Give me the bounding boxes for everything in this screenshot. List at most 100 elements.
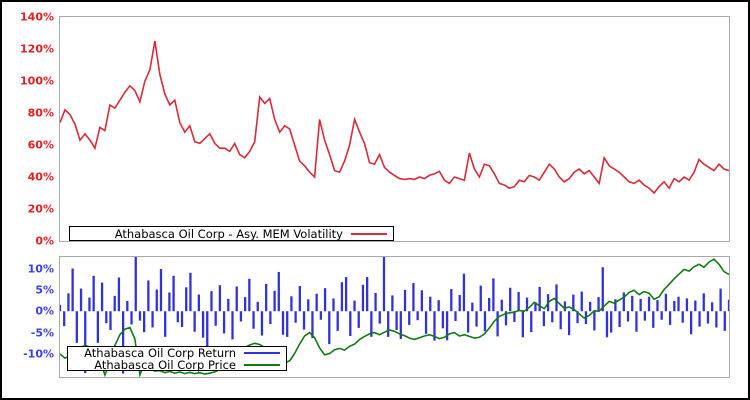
return-bar: [84, 311, 87, 374]
return-bar: [357, 311, 360, 328]
legend-row-price: Athabasca Oil Corp Price: [68, 359, 286, 371]
return-bar: [260, 311, 264, 336]
return-bar: [631, 295, 634, 312]
return-bar: [164, 311, 167, 337]
return-bar: [126, 300, 129, 312]
return-bar: [399, 311, 402, 339]
y-tick-label: 100%: [20, 74, 54, 88]
return-bar: [445, 311, 449, 341]
return-bar: [610, 311, 613, 333]
return-bar: [269, 311, 272, 325]
return-bar: [437, 300, 440, 312]
return-bar: [458, 295, 461, 312]
return-bar: [475, 311, 478, 327]
return-bar: [525, 297, 529, 312]
return-bar: [567, 311, 571, 336]
volatility-legend-line-sample: [351, 232, 387, 235]
return-bar: [412, 283, 415, 312]
y-tick-label: 80%: [27, 106, 54, 120]
return-bar: [715, 311, 718, 328]
return-bar: [424, 311, 428, 334]
return-bar: [673, 300, 676, 312]
return-bar: [117, 277, 121, 312]
return-bar: [290, 296, 293, 312]
return-bar: [353, 300, 356, 312]
return-bar: [79, 288, 83, 312]
y-tick-label: 0%: [35, 234, 54, 248]
return-bar: [534, 302, 537, 312]
return-bar: [563, 301, 567, 312]
return-bar: [252, 311, 255, 329]
return-bar: [214, 311, 217, 326]
return-bar: [601, 267, 604, 312]
return-bar: [509, 287, 512, 312]
return-bar: [323, 288, 327, 312]
return-bar: [75, 311, 78, 343]
return-bar: [626, 311, 630, 322]
return-bar: [639, 298, 642, 312]
return-bar: [572, 294, 575, 312]
return-bar: [589, 301, 592, 312]
return-bar: [517, 292, 520, 312]
y-tick-label: 10%: [27, 262, 54, 276]
return-bar: [382, 257, 386, 312]
return-bar: [227, 298, 230, 312]
return-bar: [307, 299, 310, 312]
return-bar: [130, 311, 133, 325]
return-bar: [391, 295, 394, 312]
return-bar: [366, 277, 369, 312]
return-bar: [180, 311, 184, 328]
return-bar: [513, 311, 516, 322]
return-bar: [185, 287, 188, 312]
return-bar: [723, 311, 726, 331]
return-legend-label: Athabasca Oil Corp Return: [84, 345, 236, 360]
y-tick-label: 40%: [27, 170, 54, 184]
return-bar: [361, 284, 365, 312]
y-tick-label: -5%: [30, 326, 54, 340]
return-bar: [235, 286, 238, 312]
return-bar: [689, 311, 693, 335]
volatility-legend-label: Athabasca Oil Corp - Asy. MEM Volatility: [114, 226, 343, 241]
return-bar: [189, 272, 192, 312]
return-bar: [60, 304, 62, 312]
return-bar: [664, 293, 668, 312]
return-bar: [450, 289, 453, 312]
return-price-svg: [60, 257, 729, 377]
return-bar: [96, 311, 100, 343]
return-bar: [201, 311, 205, 338]
return-bar: [530, 311, 533, 333]
return-bar: [147, 280, 150, 312]
return-bar: [113, 295, 116, 312]
return-bar: [71, 268, 74, 312]
return-bar: [706, 311, 710, 324]
return-bar: [374, 292, 377, 312]
return-bar: [635, 311, 638, 332]
return-bar: [172, 275, 175, 312]
return-bar: [100, 282, 104, 312]
price-line: [60, 258, 729, 377]
y-tick-label: 20%: [27, 202, 54, 216]
return-bar: [479, 285, 482, 312]
return-bar: [248, 278, 251, 312]
return-bar: [403, 289, 407, 312]
return-bar: [206, 311, 209, 357]
return-bar: [559, 311, 562, 330]
return-bar: [273, 290, 276, 312]
return-bar: [462, 273, 466, 312]
return-bar: [694, 300, 697, 312]
return-bar: [210, 291, 213, 312]
return-bar: [416, 311, 419, 321]
return-bar: [466, 311, 470, 333]
return-bar: [311, 311, 314, 339]
return-bar: [433, 311, 436, 341]
return-bar: [222, 311, 226, 334]
return-bar: [538, 286, 541, 312]
return-bar: [155, 289, 158, 312]
return-bar: [702, 293, 705, 312]
return-bar: [681, 311, 684, 323]
return-bar: [719, 288, 722, 312]
return-bar: [698, 311, 701, 327]
return-bar: [605, 311, 609, 338]
return-bar: [542, 311, 546, 327]
return-bar: [243, 297, 247, 312]
